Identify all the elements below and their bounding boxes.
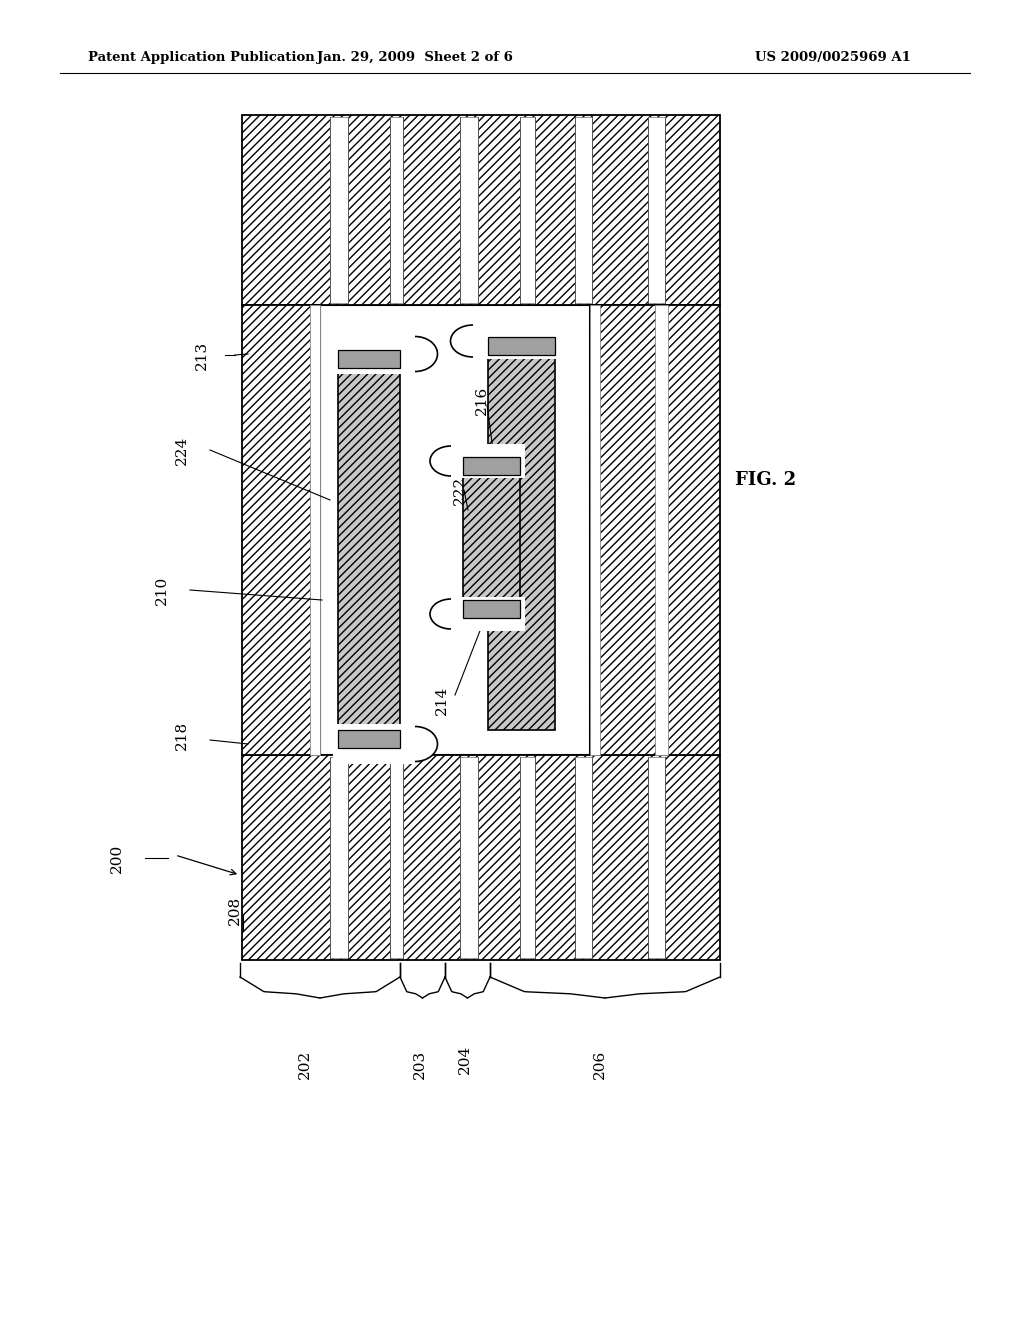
Bar (338, 730, 400, 748)
Ellipse shape (392, 726, 437, 762)
Bar (590, 305, 600, 755)
Bar (488, 355, 555, 730)
Bar (488, 337, 555, 355)
Text: 204: 204 (458, 1045, 472, 1074)
Bar (338, 730, 400, 748)
Text: 213: 213 (195, 341, 209, 370)
Text: Patent Application Publication: Patent Application Publication (88, 51, 314, 65)
Bar (575, 756, 592, 958)
Bar (451, 444, 525, 478)
Bar (338, 350, 400, 368)
Bar (242, 115, 720, 305)
Ellipse shape (451, 325, 496, 356)
Bar (463, 601, 520, 618)
Bar (242, 755, 720, 960)
Text: 218: 218 (175, 721, 189, 750)
Bar (473, 323, 560, 359)
Text: 203: 203 (413, 1049, 427, 1080)
Bar (333, 723, 415, 764)
Text: 208: 208 (228, 895, 242, 924)
Text: 210: 210 (155, 576, 169, 605)
Text: 214: 214 (435, 685, 449, 714)
Bar (520, 117, 535, 304)
Text: 220: 220 (375, 520, 389, 549)
Bar (463, 601, 520, 618)
Bar (333, 334, 415, 374)
Bar (488, 337, 555, 355)
Text: 206: 206 (593, 1049, 607, 1080)
Bar (319, 305, 590, 755)
Text: FIG. 2: FIG. 2 (735, 471, 796, 488)
Text: 216: 216 (475, 385, 489, 414)
Text: 212: 212 (380, 655, 394, 685)
Bar (338, 368, 400, 730)
Text: Jan. 29, 2009  Sheet 2 of 6: Jan. 29, 2009 Sheet 2 of 6 (317, 51, 513, 65)
Bar (463, 457, 520, 475)
Bar (463, 475, 520, 601)
Bar (338, 350, 400, 368)
Bar (451, 597, 525, 631)
Bar (330, 756, 348, 958)
Text: 222: 222 (453, 475, 467, 504)
Bar (390, 117, 403, 304)
Bar (648, 756, 665, 958)
Bar (520, 756, 535, 958)
Text: 202: 202 (298, 1049, 312, 1080)
Text: 200: 200 (110, 843, 124, 873)
Bar (330, 117, 348, 304)
Bar (310, 305, 319, 755)
Bar (648, 117, 665, 304)
Bar (242, 305, 319, 755)
Bar (575, 117, 592, 304)
Bar (655, 305, 668, 755)
Ellipse shape (392, 337, 437, 371)
Bar (390, 756, 403, 958)
Bar (590, 305, 720, 755)
Bar (460, 117, 478, 304)
Ellipse shape (430, 599, 472, 630)
Bar (460, 756, 478, 958)
Ellipse shape (430, 446, 472, 477)
Text: 224: 224 (175, 436, 189, 465)
Text: US 2009/0025969 A1: US 2009/0025969 A1 (755, 51, 911, 65)
Bar (463, 457, 520, 475)
